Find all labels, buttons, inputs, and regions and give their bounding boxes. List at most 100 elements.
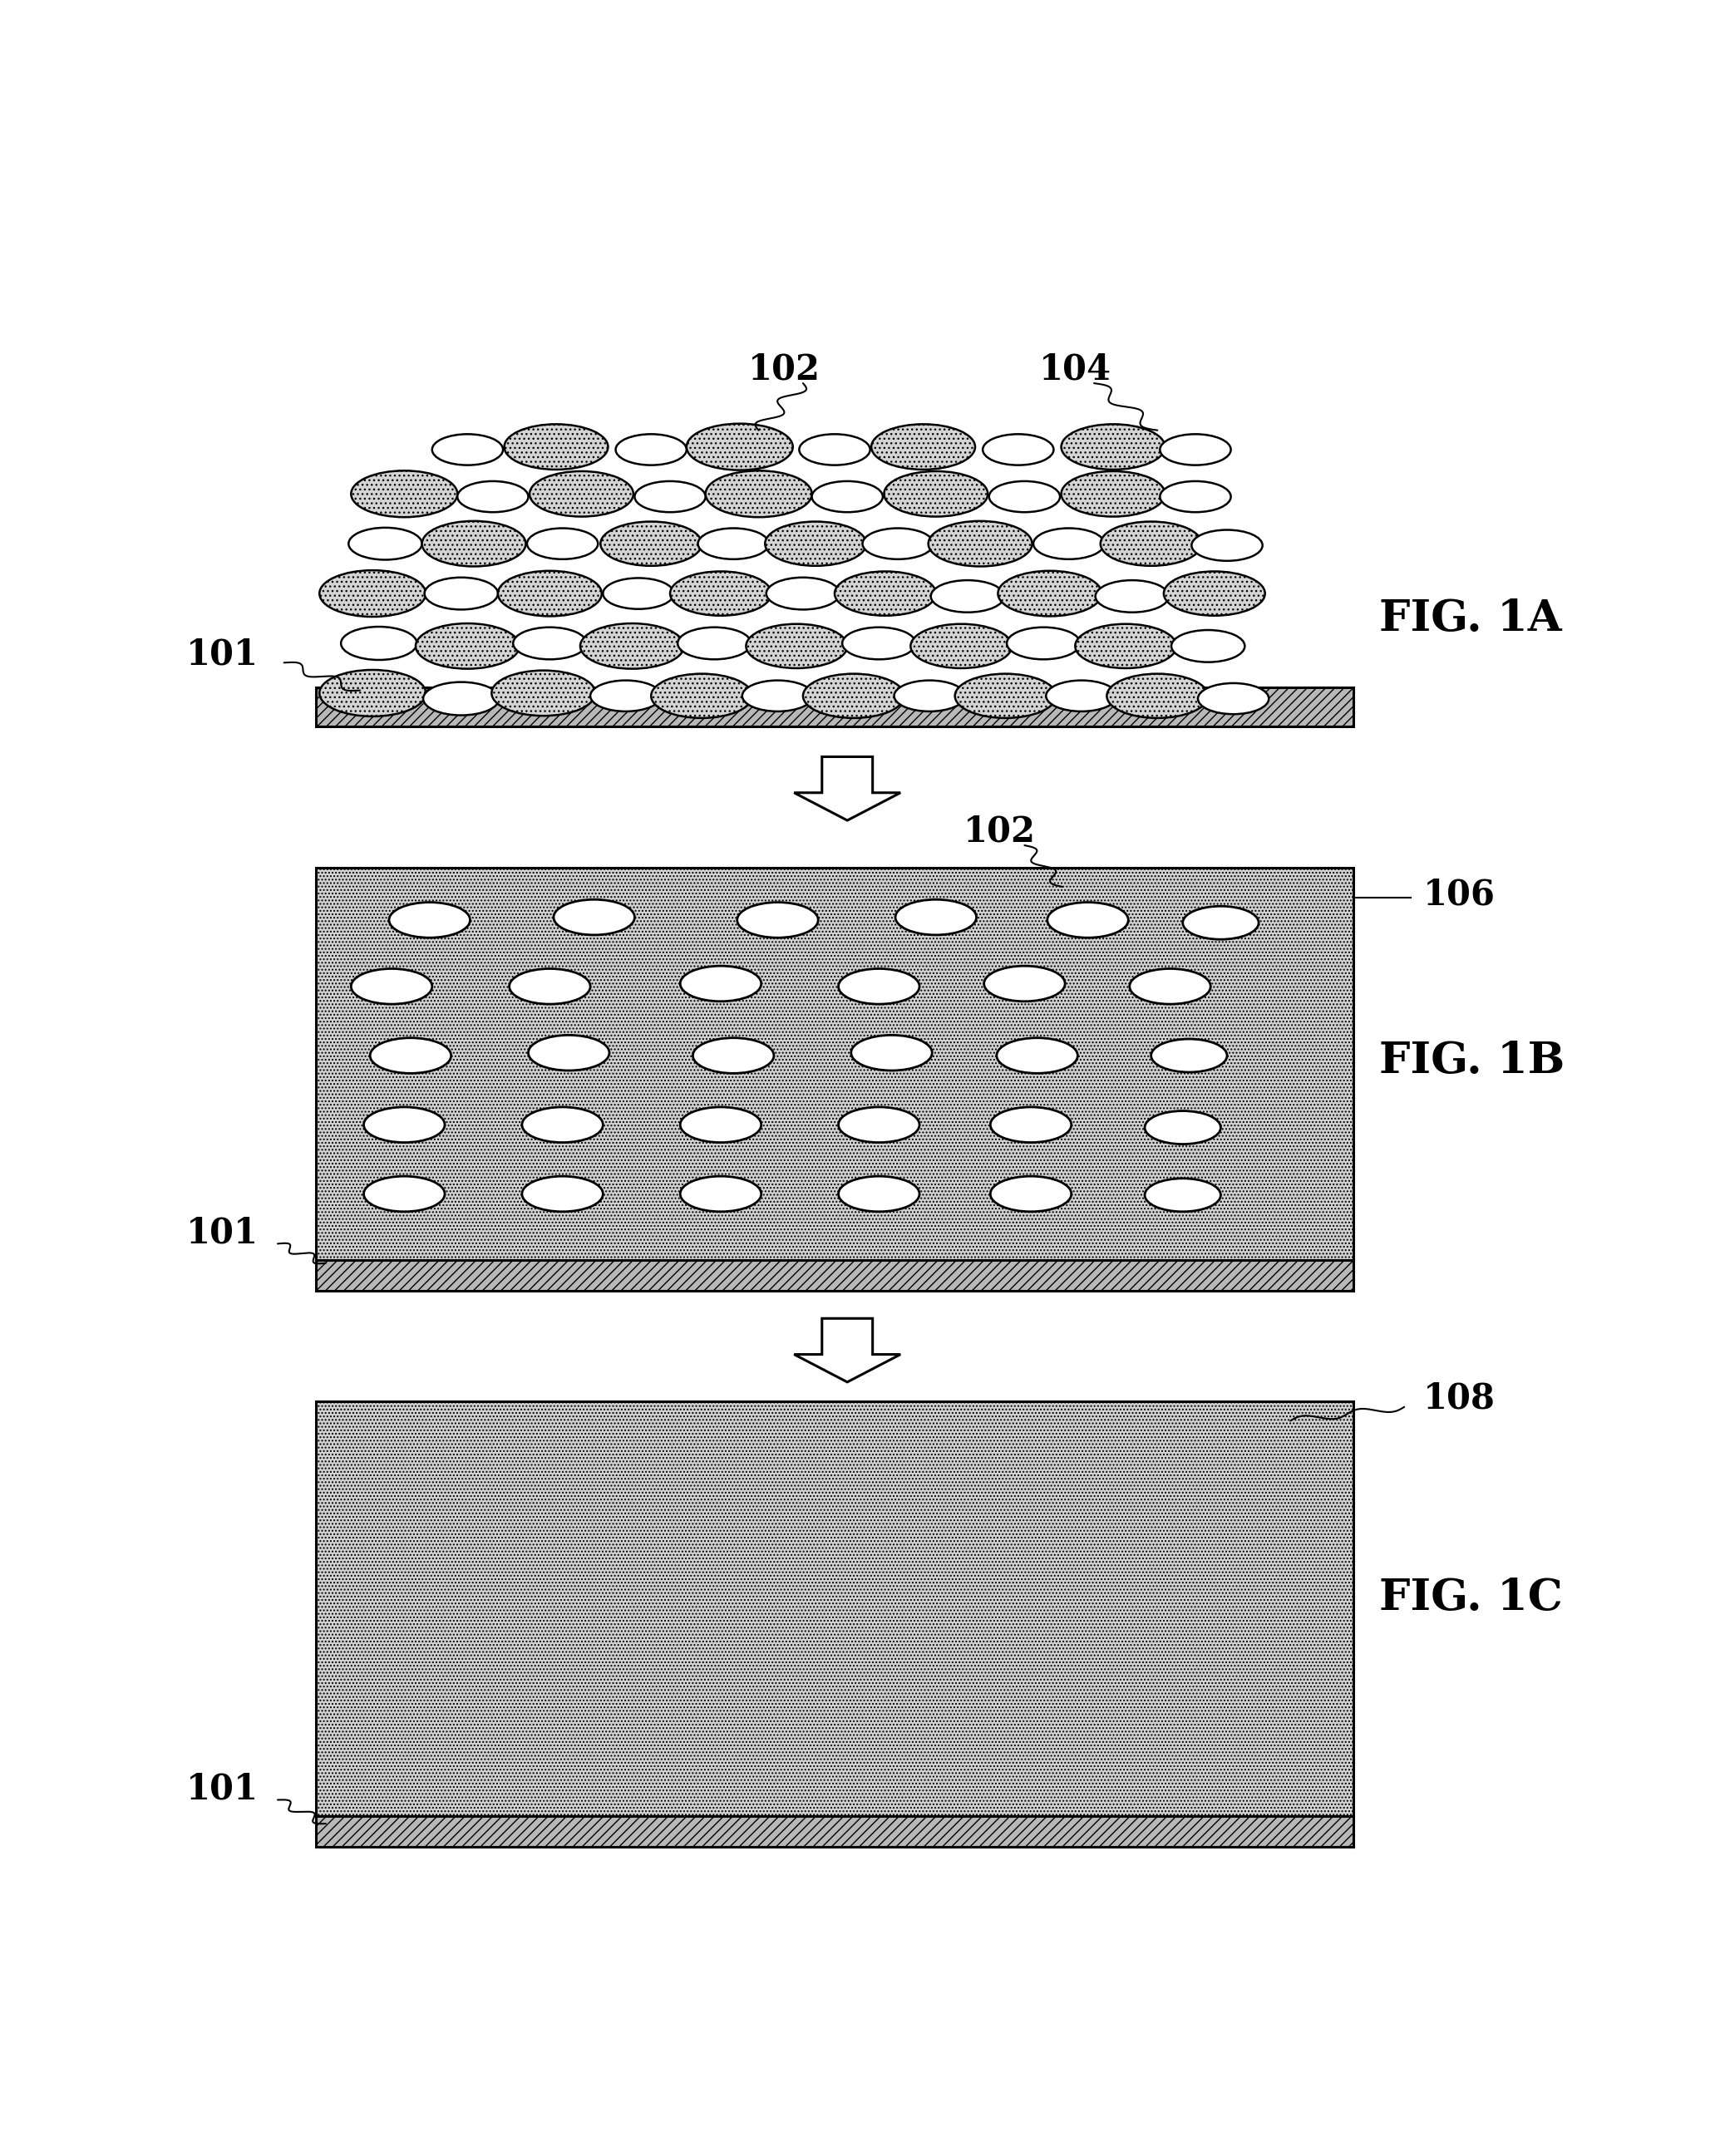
Ellipse shape [871, 425, 976, 470]
Ellipse shape [458, 481, 528, 513]
Ellipse shape [364, 1177, 444, 1212]
Text: 106: 106 [1423, 877, 1495, 912]
Ellipse shape [521, 1106, 604, 1143]
Ellipse shape [1159, 481, 1231, 513]
Ellipse shape [580, 623, 684, 668]
Text: FIG. 1C: FIG. 1C [1379, 1576, 1562, 1619]
Ellipse shape [590, 681, 662, 711]
Ellipse shape [851, 1035, 933, 1072]
Ellipse shape [681, 1177, 761, 1212]
Ellipse shape [1048, 903, 1128, 938]
Ellipse shape [686, 423, 792, 470]
Ellipse shape [671, 571, 772, 617]
Ellipse shape [424, 681, 499, 716]
Ellipse shape [319, 571, 425, 617]
Ellipse shape [990, 1177, 1072, 1212]
Ellipse shape [693, 1037, 773, 1074]
Ellipse shape [931, 580, 1005, 612]
Ellipse shape [894, 681, 966, 711]
Ellipse shape [842, 627, 916, 660]
Ellipse shape [681, 1106, 761, 1143]
Text: 108: 108 [1423, 1382, 1495, 1416]
Text: 101: 101 [187, 636, 259, 673]
Ellipse shape [1096, 580, 1170, 612]
Ellipse shape [509, 968, 590, 1005]
Ellipse shape [1164, 571, 1266, 617]
Ellipse shape [389, 903, 470, 938]
Ellipse shape [984, 966, 1065, 1000]
Bar [316, 1401, 1353, 1818]
Text: 101: 101 [187, 1772, 259, 1807]
Text: 104: 104 [1039, 351, 1111, 386]
Ellipse shape [737, 903, 818, 938]
Ellipse shape [432, 433, 502, 466]
Ellipse shape [319, 671, 425, 716]
Ellipse shape [883, 472, 988, 517]
Text: FIG. 1A: FIG. 1A [1379, 597, 1562, 640]
Bar [316, 688, 1353, 727]
Ellipse shape [1075, 623, 1176, 668]
Ellipse shape [928, 522, 1032, 567]
Ellipse shape [681, 966, 761, 1000]
Ellipse shape [705, 470, 811, 517]
Ellipse shape [996, 1037, 1077, 1074]
Ellipse shape [604, 578, 674, 608]
Bar [316, 1261, 1353, 1291]
Ellipse shape [341, 627, 417, 660]
Ellipse shape [839, 1177, 919, 1212]
Ellipse shape [990, 1106, 1072, 1143]
Ellipse shape [677, 627, 751, 660]
Ellipse shape [1199, 683, 1269, 714]
Ellipse shape [364, 1106, 444, 1143]
Ellipse shape [1101, 522, 1202, 565]
Ellipse shape [990, 481, 1060, 513]
Ellipse shape [554, 899, 635, 936]
Polygon shape [794, 757, 900, 821]
Ellipse shape [698, 528, 768, 558]
Polygon shape [794, 1319, 900, 1382]
Text: 102: 102 [964, 815, 1036, 849]
Ellipse shape [1151, 1039, 1226, 1072]
Bar [316, 1818, 1353, 1848]
Ellipse shape [513, 627, 587, 660]
Ellipse shape [1106, 675, 1207, 718]
Bar [316, 867, 1353, 1261]
Ellipse shape [530, 472, 633, 517]
Ellipse shape [425, 578, 497, 610]
Ellipse shape [1007, 627, 1080, 660]
Text: FIG. 1B: FIG. 1B [1379, 1039, 1564, 1082]
Ellipse shape [983, 433, 1053, 466]
Ellipse shape [352, 470, 458, 517]
Ellipse shape [799, 433, 870, 466]
Ellipse shape [1062, 425, 1164, 470]
Ellipse shape [1183, 906, 1259, 940]
Ellipse shape [746, 623, 847, 668]
Ellipse shape [370, 1037, 451, 1074]
Ellipse shape [422, 522, 527, 567]
Ellipse shape [1171, 630, 1245, 662]
Ellipse shape [998, 571, 1101, 617]
Ellipse shape [521, 1177, 604, 1212]
Text: 102: 102 [748, 351, 820, 386]
Ellipse shape [1192, 530, 1262, 561]
Ellipse shape [743, 681, 813, 711]
Ellipse shape [1062, 472, 1164, 517]
Ellipse shape [492, 671, 595, 716]
Ellipse shape [1146, 1179, 1221, 1212]
Ellipse shape [415, 623, 520, 668]
Ellipse shape [811, 481, 883, 513]
Ellipse shape [911, 623, 1012, 668]
Ellipse shape [765, 522, 866, 565]
Ellipse shape [497, 571, 602, 617]
Ellipse shape [352, 968, 432, 1005]
Ellipse shape [835, 571, 936, 617]
Ellipse shape [839, 1106, 919, 1143]
Text: 101: 101 [187, 1216, 259, 1250]
Ellipse shape [767, 578, 840, 610]
Ellipse shape [955, 675, 1056, 718]
Ellipse shape [863, 528, 933, 558]
Ellipse shape [600, 522, 701, 565]
Ellipse shape [348, 528, 422, 561]
Ellipse shape [1130, 968, 1211, 1005]
Ellipse shape [1046, 681, 1116, 711]
